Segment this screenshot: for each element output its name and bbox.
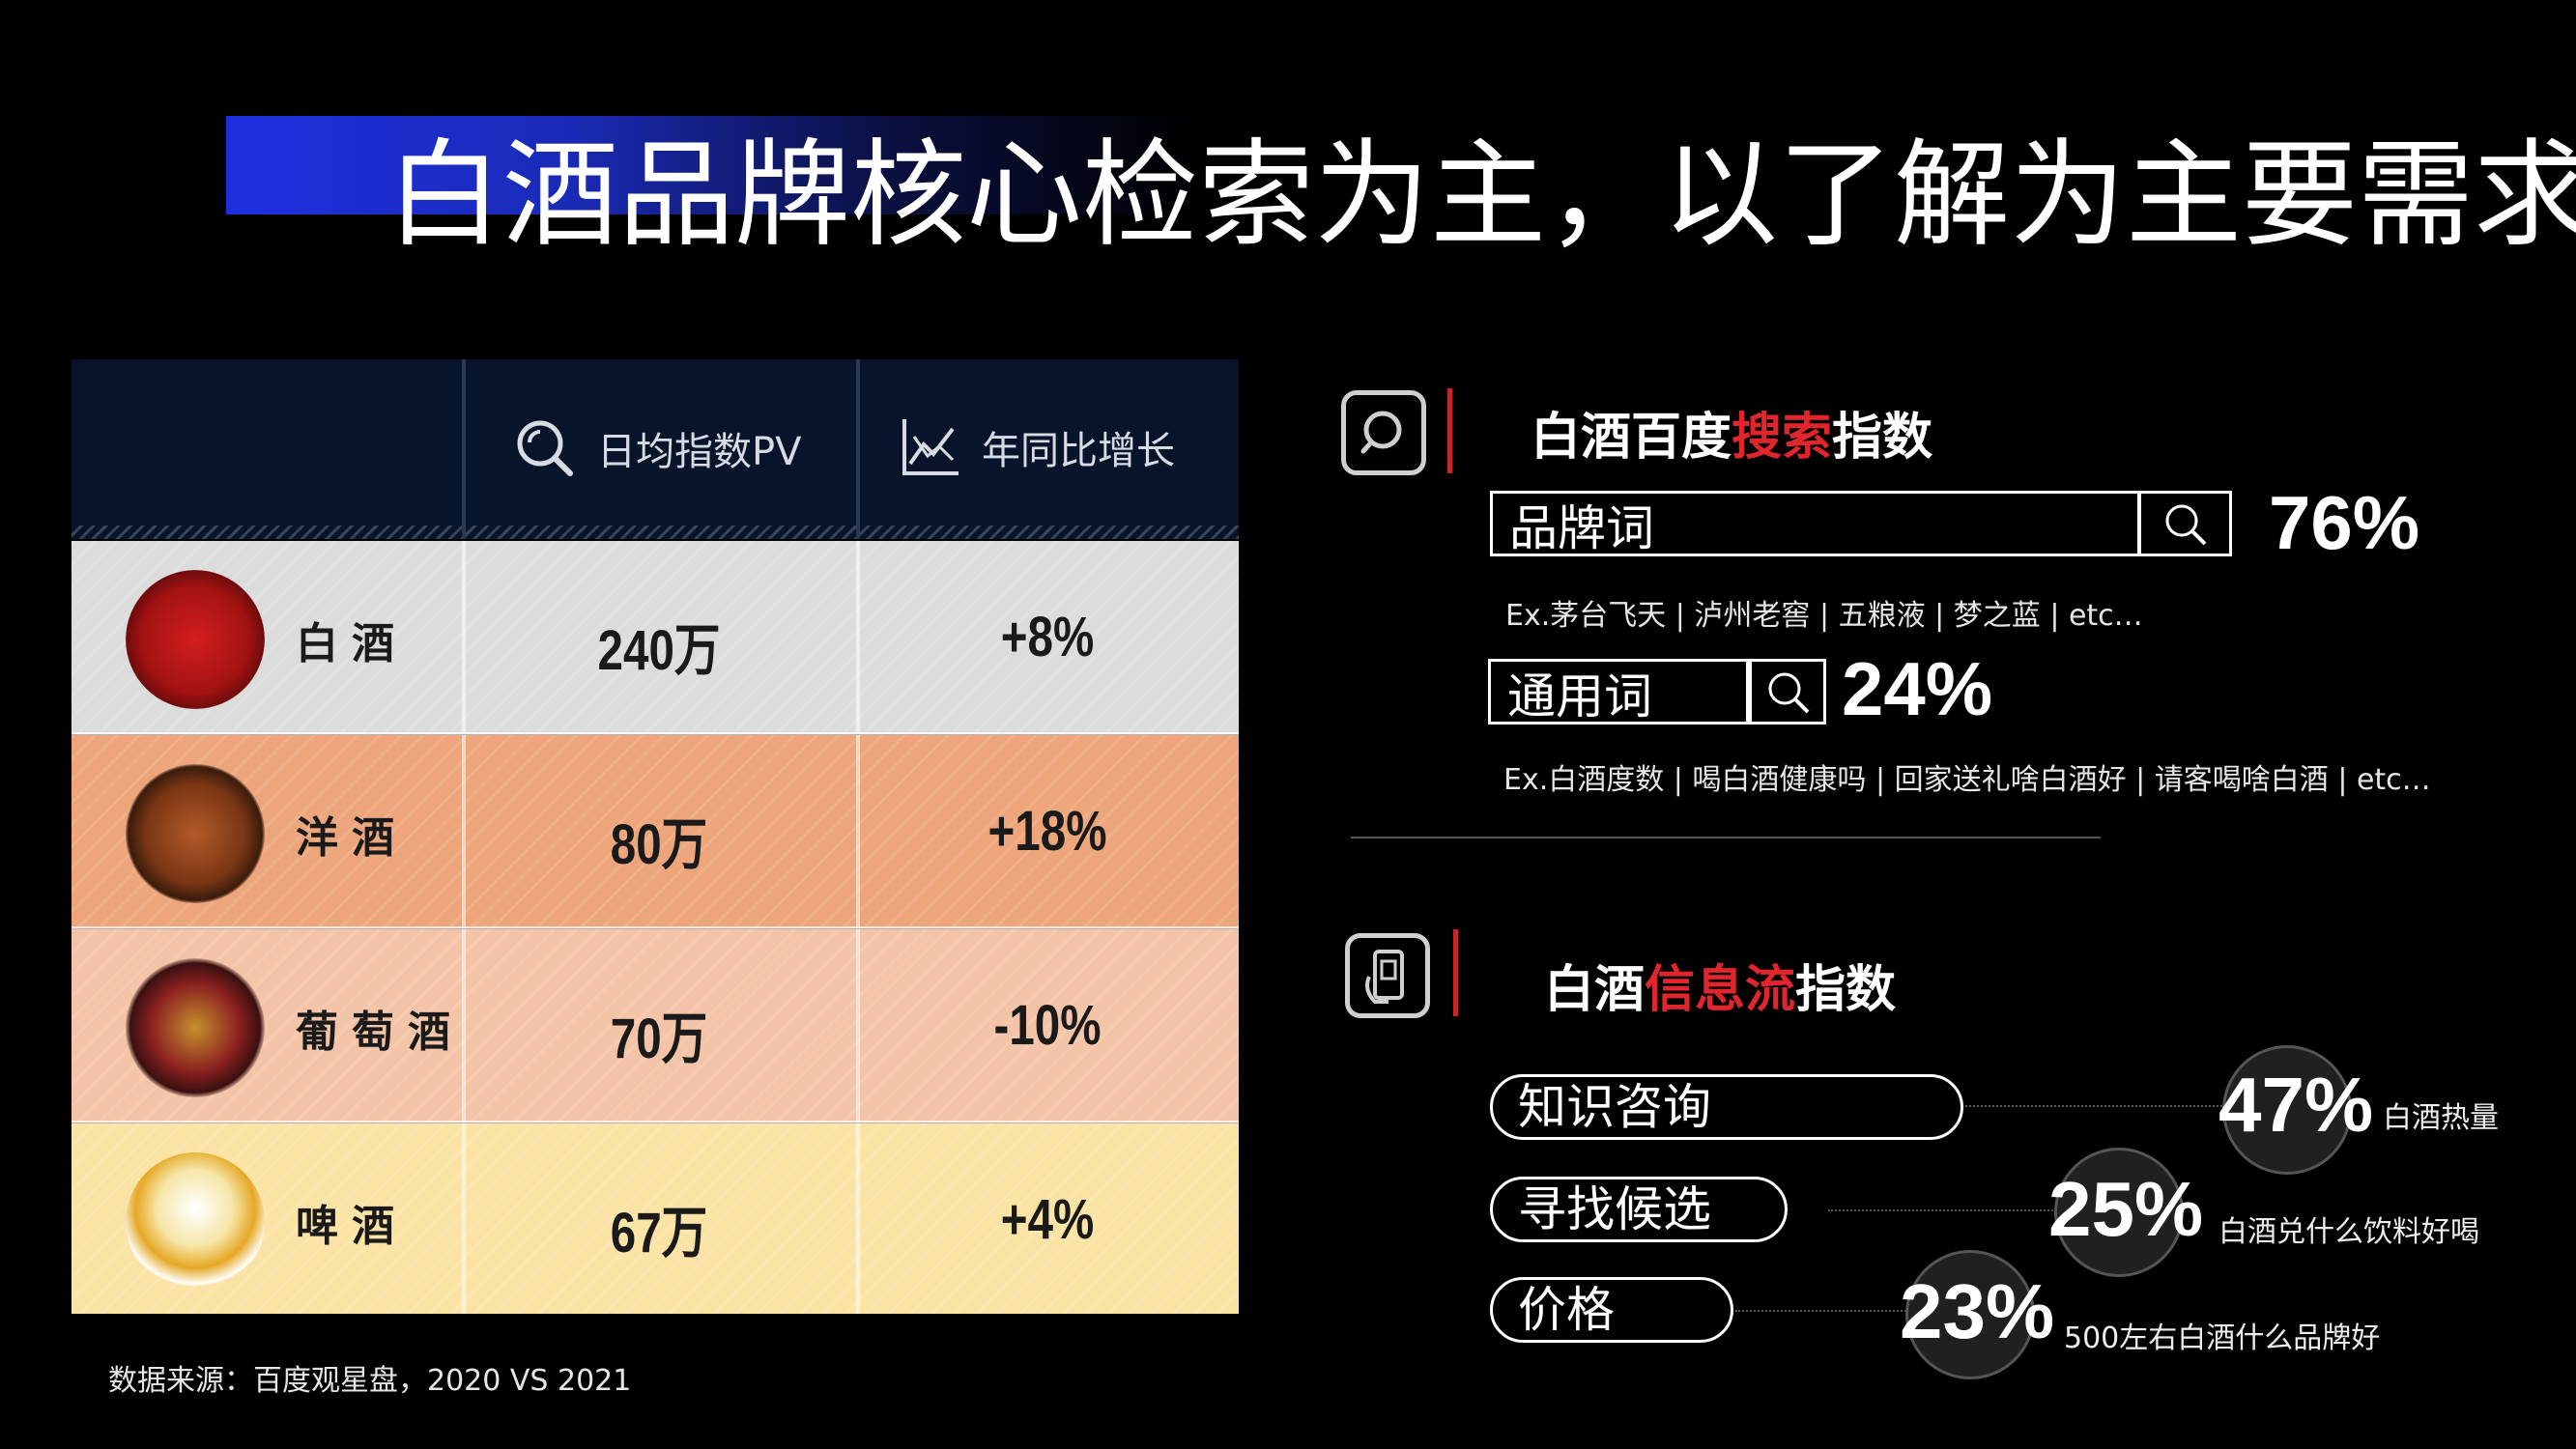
pv-value: 240万 — [597, 619, 721, 682]
feed-item-pct: 47% — [2218, 1062, 2374, 1148]
header-divider — [462, 359, 466, 539]
generic-search-button — [1749, 659, 1826, 724]
table-header — [72, 359, 1239, 539]
drink-name: 白酒 — [296, 619, 408, 668]
beer-image — [126, 1152, 265, 1292]
connector-line — [1965, 1105, 2226, 1107]
table-row: 葡萄酒 70万 -10% — [72, 929, 1239, 1122]
pv-value: 67万 — [610, 1202, 708, 1264]
table-row: 洋酒 80万 +18% — [72, 735, 1239, 928]
brand-term-label: 品牌词 — [1509, 500, 1654, 556]
feed-item-pill: 寻找候选 — [1490, 1177, 1788, 1242]
header-growth-label: 年同比增长 — [982, 429, 1175, 473]
feed-item-pct: 23% — [1900, 1268, 2055, 1354]
title-accent-bar — [226, 116, 1192, 214]
growth-value: +18% — [987, 800, 1107, 863]
pct-circle — [2222, 1045, 2352, 1175]
search-icon — [517, 420, 573, 476]
connector-line — [1735, 1310, 1909, 1312]
header-divider — [856, 359, 860, 539]
feed-item-pill: 价格 — [1490, 1277, 1733, 1343]
feed-item-note: 白酒兑什么饮料好喝 — [2218, 1215, 2479, 1249]
table-row: 啤酒 67万 +4% — [72, 1123, 1239, 1314]
section-divider — [1351, 837, 2101, 838]
yangjiu-image — [126, 764, 265, 903]
drink-name: 葡萄酒 — [296, 1008, 464, 1057]
wine-image — [126, 958, 265, 1097]
feed-section-title: 白酒信息流指数 — [1544, 961, 1897, 1019]
feed-item-pct: 25% — [2048, 1166, 2204, 1252]
trend-chart-icon — [902, 419, 959, 475]
baijiu-image — [126, 570, 265, 709]
feed-item-label: 知识咨询 — [1518, 1079, 1711, 1135]
growth-value: +8% — [1000, 606, 1095, 668]
generic-examples: Ex.白酒度数 | 喝白酒健康吗 | 回家送礼啥白酒好 | 请客喝啥白酒 | e… — [1503, 763, 2431, 797]
generic-term-label: 通用词 — [1507, 668, 1652, 724]
section-accent-line — [1447, 388, 1452, 473]
feed-item-note: 白酒热量 — [2383, 1101, 2499, 1135]
generic-term-box — [1488, 659, 1749, 724]
data-source-note: 数据来源：百度观星盘，2020 VS 2021 — [108, 1364, 632, 1398]
pct-circle — [1905, 1250, 2035, 1379]
feed-item-note: 500左右白酒什么品牌好 — [2064, 1321, 2381, 1355]
feed-section-icon — [1345, 933, 1430, 1018]
drink-index-table: 日均指数PV 年同比增长 白酒 240万 +8% 洋酒 80万 +18% 葡萄酒… — [72, 359, 1239, 1314]
growth-value: -10% — [993, 994, 1102, 1057]
feed-item-pill: 知识咨询 — [1490, 1074, 1963, 1140]
search-section-title: 白酒百度搜索指数 — [1531, 409, 1933, 467]
header-pv: 日均指数PV — [514, 417, 801, 479]
growth-value: +4% — [1000, 1188, 1095, 1251]
generic-term-pct: 24% — [1842, 646, 1993, 731]
pv-value: 70万 — [610, 1008, 708, 1070]
feed-item-label: 寻找候选 — [1518, 1181, 1711, 1237]
header-growth: 年同比增长 — [901, 417, 1175, 477]
section-accent-line — [1453, 929, 1458, 1016]
page-title: 白酒品牌核心检索为主，以了解为主要需求 — [386, 128, 2576, 263]
search-icon — [1768, 672, 1810, 714]
drink-name: 啤酒 — [296, 1202, 408, 1251]
mobile-phone-icon — [1365, 950, 1404, 1004]
search-icon — [1360, 411, 1402, 454]
connector-line — [1828, 1209, 2056, 1211]
feed-item-label: 价格 — [1518, 1282, 1615, 1338]
header-pv-label: 日均指数PV — [597, 430, 802, 474]
search-section-icon — [1341, 390, 1426, 475]
brand-term-pct: 76% — [2269, 480, 2420, 565]
brand-examples: Ex.茅台飞天 | 泸州老窖 | 五粮液 | 梦之蓝 | etc… — [1505, 599, 2143, 633]
brand-search-button — [2137, 491, 2232, 556]
drink-name: 洋酒 — [296, 813, 408, 863]
pct-circle — [2054, 1148, 2184, 1277]
table-row: 白酒 240万 +8% — [72, 541, 1239, 734]
pv-value: 80万 — [610, 813, 708, 876]
search-icon — [2165, 504, 2207, 546]
